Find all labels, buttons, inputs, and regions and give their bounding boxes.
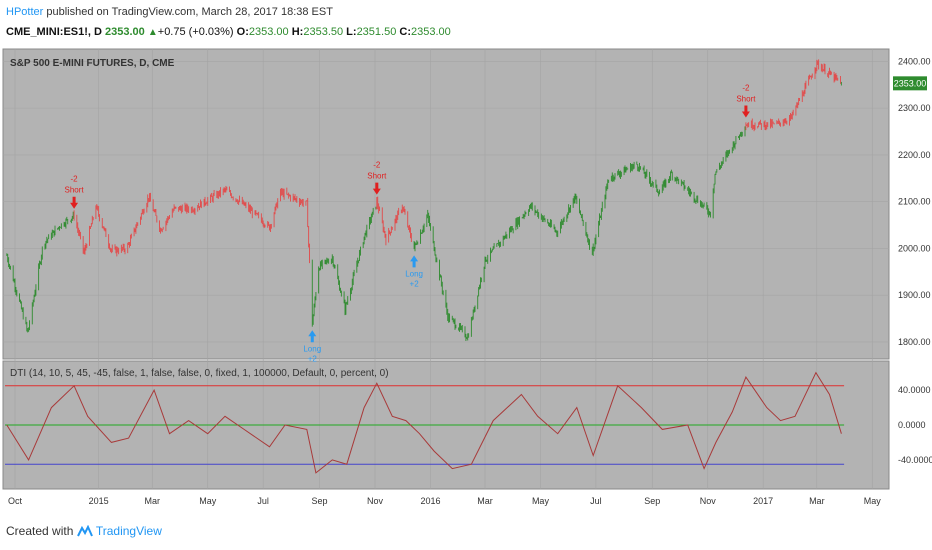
price-tick-label: 2100.00 bbox=[898, 197, 931, 207]
quote-line: CME_MINI:ES1!, D 2353.00 ▲+0.75 (+0.03%)… bbox=[6, 26, 451, 38]
x-tick-label: 2015 bbox=[89, 496, 109, 506]
author-link[interactable]: HPotter bbox=[6, 6, 44, 18]
x-tick-label: May bbox=[199, 496, 217, 506]
tradingview-brand[interactable]: TradingView bbox=[95, 524, 162, 538]
open-value: 2353.00 bbox=[248, 26, 289, 38]
dti-series-line bbox=[6, 371, 842, 474]
last-price-tag bbox=[893, 76, 927, 91]
x-tick-label: Jul bbox=[257, 496, 269, 506]
last-price-tag-label: 2353.00 bbox=[894, 78, 927, 88]
short-signal-value: -2 bbox=[373, 161, 381, 170]
dti-levels bbox=[5, 385, 845, 465]
price-tick-label: 2200.00 bbox=[898, 150, 931, 160]
x-tick-label: May bbox=[864, 496, 882, 506]
short-signal-value: -2 bbox=[742, 83, 750, 92]
x-tick-label: Oct bbox=[8, 496, 23, 506]
low-value: 2351.50 bbox=[356, 26, 397, 38]
x-tick-label: Mar bbox=[809, 496, 825, 506]
long-signal-label: Long bbox=[405, 269, 423, 278]
last-price: 2353.00 bbox=[105, 26, 145, 38]
x-tick-label: 2016 bbox=[420, 496, 440, 506]
price-tick-label: 2400.00 bbox=[898, 56, 931, 66]
dti-tick-label: 0.0000 bbox=[898, 420, 926, 430]
x-tick-label: Nov bbox=[367, 496, 384, 506]
x-tick-label: Sep bbox=[312, 496, 328, 506]
x-tick-label: Mar bbox=[145, 496, 161, 506]
tradingview-logo-icon bbox=[76, 524, 93, 537]
low-label: L: bbox=[346, 26, 357, 38]
price-bars bbox=[6, 59, 842, 341]
dti-indicator-title: DTI (14, 10, 5, 45, -45, false, 1, false… bbox=[10, 368, 389, 379]
short-signal-label: Short bbox=[736, 94, 756, 103]
grid bbox=[3, 49, 889, 489]
close-label: C: bbox=[399, 26, 411, 38]
x-tick-label: Mar bbox=[477, 496, 493, 506]
long-arrow-icon bbox=[308, 330, 317, 343]
price-change: +0.75 (+0.03%) bbox=[157, 26, 234, 38]
x-tick-label: Sep bbox=[644, 496, 660, 506]
short-signal-value: -2 bbox=[71, 175, 79, 184]
published-text: published on TradingView.com, March 28, … bbox=[46, 6, 333, 18]
high-label: H: bbox=[291, 26, 304, 38]
price-tick-label: 1800.00 bbox=[898, 337, 931, 347]
close-value: 2353.00 bbox=[411, 26, 451, 38]
long-arrow-icon bbox=[410, 255, 419, 268]
created-with-label: Created with bbox=[6, 524, 74, 538]
up-arrow-icon: ▲ bbox=[147, 27, 158, 38]
footer: Created with TradingView bbox=[6, 524, 162, 538]
long-signal-value: +2 bbox=[410, 279, 420, 288]
dti-tick-label: 40.0000 bbox=[898, 385, 931, 395]
price-tick-label: 2300.00 bbox=[898, 103, 931, 113]
price-panel[interactable] bbox=[2, 48, 890, 360]
short-signal-label: Short bbox=[65, 186, 85, 195]
high-value: 2353.50 bbox=[303, 26, 344, 38]
x-tick-label: Nov bbox=[700, 496, 717, 506]
publisher-line: HPotter published on TradingView.com, Ma… bbox=[6, 6, 333, 18]
dti-tick-label: -40.0000 bbox=[898, 455, 932, 465]
short-arrow-icon bbox=[372, 182, 381, 195]
long-signal-label: Long bbox=[303, 344, 321, 353]
price-tick-label: 1900.00 bbox=[898, 290, 931, 300]
axes: Oct 2015 Mar May Jul Sep Nov 2016 Mar May Jul Sep No… bbox=[8, 56, 932, 506]
symbol-label[interactable]: CME_MINI:ES1!, D bbox=[6, 26, 102, 38]
short-arrow-icon bbox=[741, 105, 750, 118]
x-tick-label: May bbox=[532, 496, 550, 506]
x-tick-label: 2017 bbox=[753, 496, 773, 506]
long-signal-value: +2 bbox=[308, 354, 318, 363]
price-chart-title: S&P 500 E-MINI FUTURES, D, CME bbox=[10, 58, 175, 69]
open-label: O: bbox=[236, 26, 249, 38]
price-tick-label: 2000.00 bbox=[898, 243, 931, 253]
short-signal-label: Short bbox=[367, 172, 387, 181]
short-arrow-icon bbox=[70, 196, 79, 209]
x-tick-label: Jul bbox=[590, 496, 602, 506]
